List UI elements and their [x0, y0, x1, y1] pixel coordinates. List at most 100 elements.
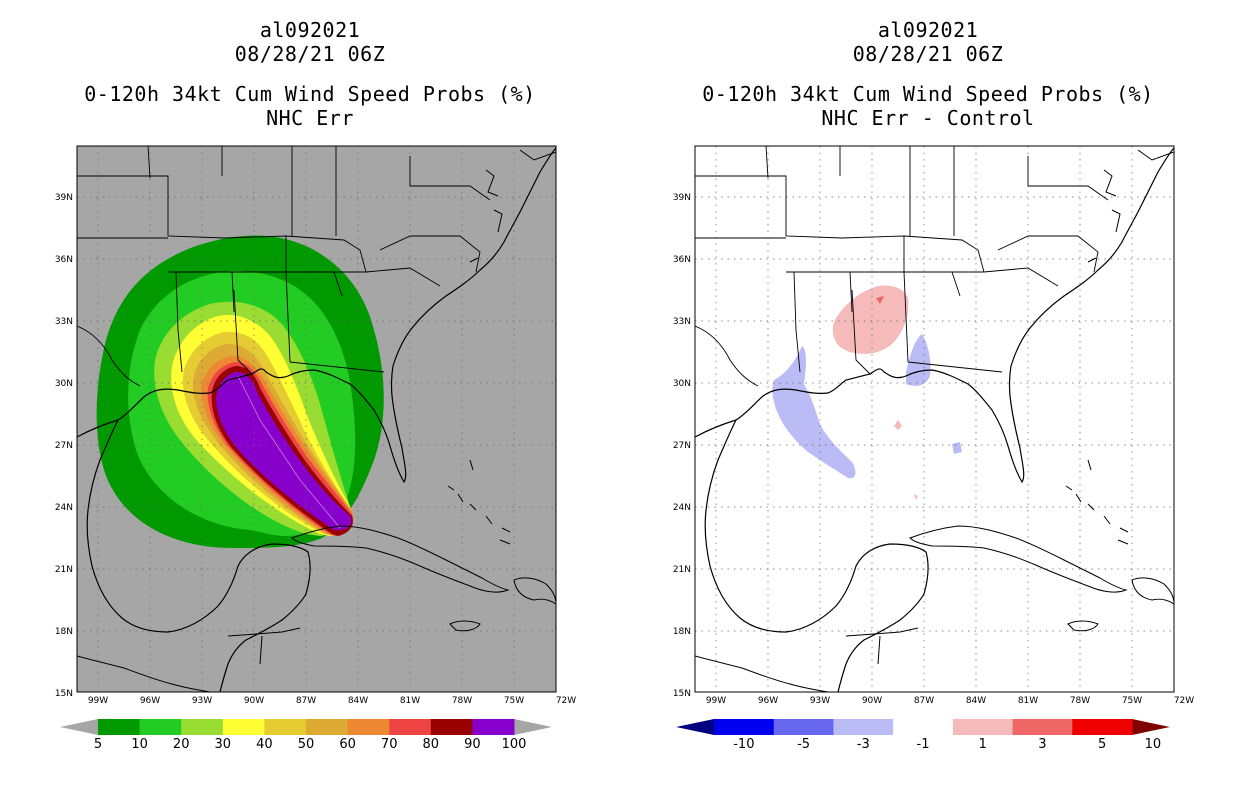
colorbar-label: 3	[1038, 737, 1046, 752]
lat-tick-label: 27N	[673, 441, 691, 451]
lat-tick-label: 15N	[55, 689, 73, 699]
lat-tick-label: 36N	[673, 255, 691, 265]
colorbar-swatch	[714, 719, 775, 735]
colorbar-swatch	[389, 719, 432, 735]
right-chart-title: 0-120h 34kt Cum Wind Speed Probs (%)	[702, 82, 1154, 106]
colorbar-swatch	[952, 719, 1014, 735]
lat-tick-label: 36N	[55, 255, 73, 265]
lat-tick-label: 21N	[673, 565, 691, 575]
colorbar-swatch	[893, 719, 954, 735]
lat-tick-label: 30N	[55, 379, 73, 389]
lat-tick-label: 15N	[673, 689, 691, 699]
lon-tick-label: 96W	[758, 696, 778, 706]
lat-tick-label: 21N	[55, 565, 73, 575]
lat-tick-label: 33N	[673, 317, 691, 327]
lon-tick-label: 87W	[914, 696, 934, 706]
lat-tick-label: 24N	[55, 503, 73, 513]
right-map	[694, 145, 1175, 693]
colorbar-swatch	[430, 719, 473, 735]
lon-tick-label: 93W	[810, 696, 830, 706]
lon-tick-label: 90W	[244, 696, 264, 706]
colorbar-label: 10	[1145, 737, 1162, 752]
left-chart-subtitle: NHC Err	[266, 106, 354, 130]
diff-positive-speck-1	[894, 420, 902, 430]
colorbar-label: 70	[381, 737, 398, 752]
right-datetime: 08/28/21 06Z	[852, 42, 1004, 66]
colorbar-label: -1	[917, 737, 930, 752]
colorbar-label: -10	[733, 737, 754, 752]
colorbar-swatch	[1012, 719, 1073, 735]
lon-tick-label: 96W	[140, 696, 160, 706]
lon-tick-label: 78W	[1070, 696, 1090, 706]
right-storm-id: al092021	[877, 18, 979, 42]
colorbar-label: 50	[298, 737, 315, 752]
lon-tick-label: 78W	[452, 696, 472, 706]
colorbar-swatch	[98, 719, 141, 735]
colorbar-label: 40	[256, 737, 273, 752]
right-map-frame	[694, 145, 1175, 693]
left-colorbar: 5 10 20 30 40 50 60 70 80 90 100	[60, 719, 552, 752]
colorbar-swatch	[139, 719, 182, 735]
lon-tick-label: 75W	[1122, 696, 1142, 706]
prob-contour-90	[216, 372, 352, 530]
colorbar-label: 60	[339, 737, 356, 752]
colorbar-label: -3	[857, 737, 870, 752]
colorbar-arrow-low	[676, 719, 714, 735]
lon-tick-label: 72W	[1174, 696, 1194, 706]
left-map-frame	[76, 145, 557, 693]
diff-positive-north-dark	[876, 296, 884, 304]
colorbar-swatch	[181, 719, 224, 735]
lat-tick-label: 39N	[673, 193, 691, 203]
colorbar-swatch	[222, 719, 265, 735]
colorbar-label: 30	[215, 737, 232, 752]
lat-tick-label: 18N	[55, 627, 73, 637]
lon-tick-label: 81W	[400, 696, 420, 706]
diff-positive-speck-2	[914, 494, 918, 500]
diff-negative-east	[952, 442, 962, 454]
lat-tick-label: 27N	[55, 441, 73, 451]
left-datetime: 08/28/21 06Z	[234, 42, 386, 66]
diff-negative-west	[772, 346, 856, 479]
lat-tick-label: 39N	[55, 193, 73, 203]
colorbar-swatch	[472, 719, 515, 735]
left-title-block: al092021 08/28/21 06Z 0-120h 34kt Cum Wi…	[30, 18, 590, 130]
lon-tick-label: 81W	[1018, 696, 1038, 706]
lat-tick-label: 30N	[673, 379, 691, 389]
lon-tick-label: 99W	[706, 696, 726, 706]
colorbar-label: 1	[979, 737, 987, 752]
colorbar-label: 80	[423, 737, 440, 752]
track-highlight	[237, 375, 341, 529]
left-prob-field	[96, 235, 384, 548]
lat-tick-label: 18N	[673, 627, 691, 637]
left-map	[76, 145, 557, 693]
left-chart-title: 0-120h 34kt Cum Wind Speed Probs (%)	[84, 82, 536, 106]
lon-tick-label: 75W	[504, 696, 524, 706]
left-storm-id: al092021	[259, 18, 361, 42]
colorbar-arrow-high	[514, 719, 552, 735]
right-colorbar: -10 -5 -3 -1 1 3 5 10	[676, 719, 1170, 752]
lon-tick-label: 84W	[348, 696, 368, 706]
colorbar-label: 20	[173, 737, 190, 752]
right-title-block: al092021 08/28/21 06Z 0-120h 34kt Cum Wi…	[648, 18, 1208, 130]
colorbar-label: 90	[464, 737, 481, 752]
lon-tick-label: 84W	[966, 696, 986, 706]
colorbar-swatch	[833, 719, 894, 735]
lat-tick-label: 33N	[55, 317, 73, 327]
right-map-background	[695, 146, 1174, 692]
lon-tick-label: 99W	[88, 696, 108, 706]
colorbar-swatch	[347, 719, 390, 735]
colorbar-label: 5	[1098, 737, 1106, 752]
colorbar-label: 10	[131, 737, 148, 752]
colorbar-swatch	[264, 719, 307, 735]
colorbar-arrow-high	[1132, 719, 1170, 735]
axis-labels: 39N 36N 33N 30N 27N 24N 21N 18N 15N 99W 96W 93W 90W 8…	[55, 193, 1194, 706]
colorbar-label: 5	[94, 737, 102, 752]
colorbar-arrow-low	[60, 719, 98, 735]
lon-tick-label: 72W	[556, 696, 576, 706]
colorbar-swatch	[306, 719, 349, 735]
lat-tick-label: 24N	[673, 503, 691, 513]
colorbar-swatch	[773, 719, 834, 735]
right-chart-subtitle: NHC Err - Control	[821, 106, 1035, 130]
lon-tick-label: 87W	[296, 696, 316, 706]
